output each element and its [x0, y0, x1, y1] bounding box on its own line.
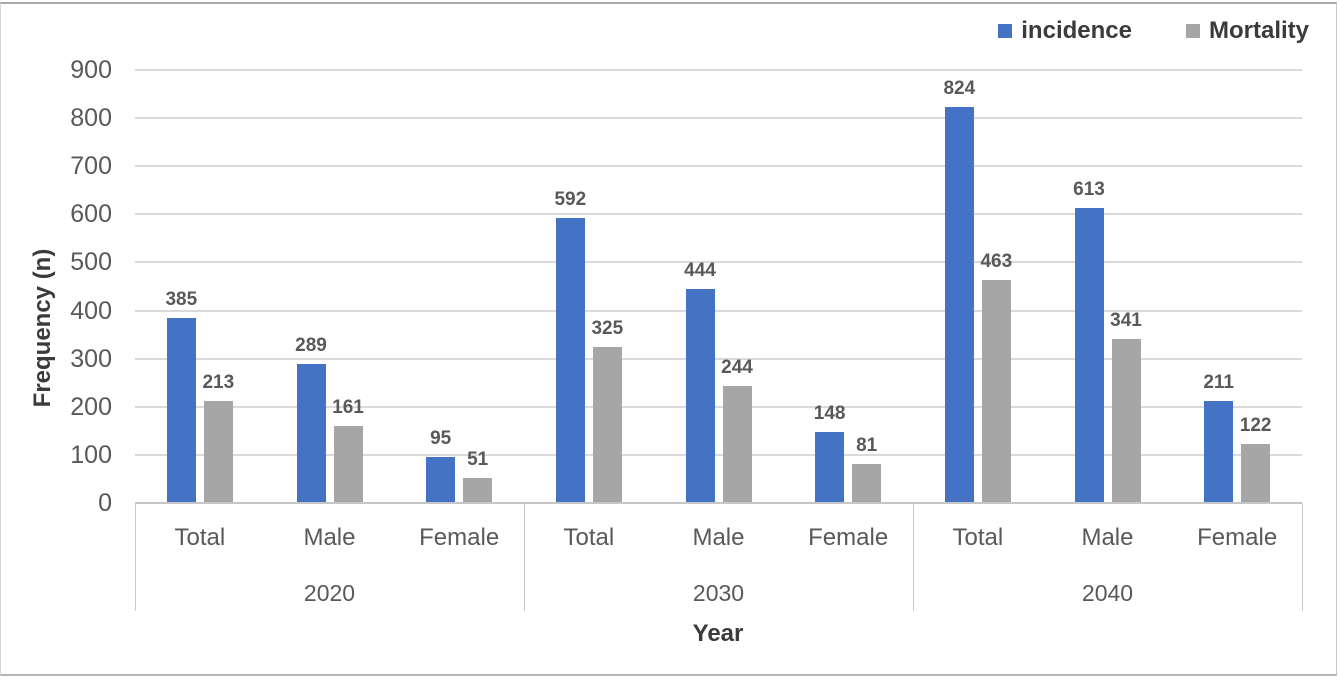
data-label: 463 [980, 251, 1013, 273]
category-axis-label: Male [692, 524, 745, 551]
bar-incidence [296, 363, 326, 503]
category-axis-label: Total [174, 524, 226, 551]
data-label: 385 [165, 288, 198, 310]
y-tick-label: 100 [70, 440, 112, 469]
category-axis-label: Total [563, 524, 615, 551]
y-tick-label: 0 [98, 489, 112, 517]
bar-incidence [166, 317, 196, 503]
data-label: 325 [591, 317, 624, 339]
data-label: 95 [430, 428, 452, 450]
gridline [135, 213, 1302, 216]
y-tick-label: 500 [70, 248, 112, 277]
gridline [135, 117, 1302, 120]
gridline [135, 69, 1302, 71]
data-label: 613 [1073, 179, 1105, 201]
x-axis-line [135, 502, 1302, 504]
bar-mortality [852, 464, 882, 503]
y-tick-label: 400 [70, 296, 112, 325]
bar-incidence [944, 106, 974, 503]
bar-incidence [1074, 208, 1104, 503]
group-separator [913, 503, 914, 611]
data-label: 289 [295, 334, 327, 356]
incidence-swatch-icon [998, 23, 1013, 38]
data-label: 161 [332, 396, 364, 418]
data-label: 148 [813, 402, 846, 424]
data-label: 592 [554, 189, 587, 211]
y-tick-label: 600 [70, 200, 112, 229]
data-label: 211 [1203, 372, 1234, 394]
bar-mortality [981, 280, 1011, 503]
y-tick-label: 800 [70, 104, 112, 133]
category-axis-label: Male [1081, 524, 1134, 551]
y-tick-label: 300 [70, 344, 112, 373]
gridline [135, 453, 1302, 456]
data-label: 81 [856, 435, 878, 457]
category-axis-label: Total [952, 524, 1004, 551]
legend-label-mortality: Mortality [1208, 17, 1309, 44]
bar-mortality [203, 400, 233, 503]
year-axis-label: 2020 [303, 580, 356, 606]
data-label: 213 [202, 371, 235, 393]
gridline [135, 357, 1302, 360]
bar-incidence [1204, 401, 1234, 503]
bar-incidence [815, 431, 845, 503]
gridline [135, 165, 1302, 168]
bar-mortality [1111, 338, 1141, 503]
bar-mortality [592, 346, 622, 503]
gridline [135, 405, 1302, 408]
bar-mortality [722, 385, 752, 503]
bar-mortality [333, 425, 363, 503]
category-axis-label: Female [419, 524, 500, 551]
legend-item-mortality: Mortality [1185, 17, 1309, 44]
y-tick-label: 200 [70, 392, 112, 421]
gridline [135, 261, 1302, 264]
category-axis-label: Male [303, 524, 356, 551]
data-label: 444 [684, 260, 716, 282]
category-axis-label: Female [1197, 524, 1278, 551]
mortality-swatch-icon [1185, 23, 1200, 38]
legend-item-incidence: incidence [998, 17, 1132, 44]
data-label: 824 [943, 77, 976, 99]
group-separator [524, 503, 525, 611]
gridline [135, 309, 1302, 312]
group-separator [135, 503, 136, 611]
bar-incidence [555, 218, 585, 503]
bar-incidence [685, 289, 715, 503]
legend-label-incidence: incidence [1021, 17, 1132, 44]
legend: incidence Mortality [998, 17, 1309, 44]
bar-mortality [463, 478, 493, 503]
group-separator [1302, 503, 1303, 611]
category-axis-label: Female [808, 524, 889, 551]
data-label: 122 [1239, 415, 1272, 437]
year-axis-label: 2030 [692, 580, 745, 606]
y-tick-label: 900 [70, 56, 112, 84]
data-label: 341 [1110, 309, 1142, 331]
year-axis-label: 2040 [1081, 580, 1134, 606]
y-tick-label: 700 [70, 152, 112, 181]
x-axis-title: Year [692, 620, 744, 647]
data-label: 51 [467, 449, 489, 471]
data-label: 244 [721, 356, 753, 378]
bar-incidence [426, 457, 456, 503]
bar-mortality [1241, 444, 1271, 503]
